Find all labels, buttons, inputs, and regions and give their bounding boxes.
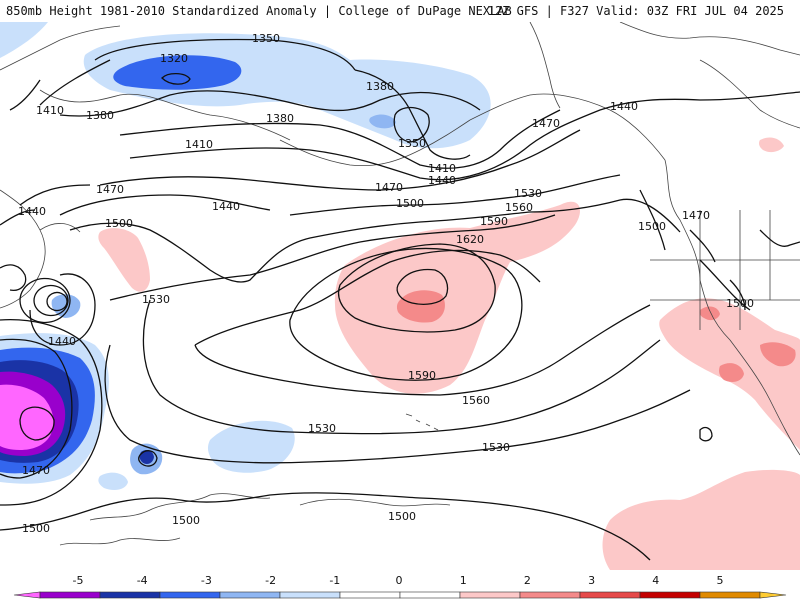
- colorbar-tick-label: -1: [329, 574, 340, 587]
- contour-label: 1440: [48, 335, 76, 348]
- colorbar-arrow-right: [759, 591, 787, 599]
- positive-anomaly-shading: [98, 137, 800, 570]
- contour-label: 1350: [398, 137, 426, 150]
- contour-label: 1470: [22, 464, 50, 477]
- colorbar-cell: [639, 591, 701, 599]
- colorbar-cell: [699, 591, 761, 599]
- contour-label: 1470: [96, 183, 124, 196]
- contour-label: 1410: [428, 162, 456, 175]
- contour-label: 1350: [252, 32, 280, 45]
- colorbar-cell: [399, 591, 461, 599]
- contour-label: 1530: [308, 422, 336, 435]
- contour-label: 1500: [638, 220, 666, 233]
- colorbar-tick-label: 5: [717, 574, 724, 587]
- colorbar-tick-label: 1: [460, 574, 467, 587]
- contour-label: 1410: [185, 138, 213, 151]
- colorbar-tick-label: -4: [137, 574, 148, 587]
- colorbar-cell: [339, 591, 401, 599]
- colorbar-graphic: -5 -4 -3 -2 -1 0 1 2 3 4 5: [13, 574, 787, 599]
- colorbar-cell: [279, 591, 341, 599]
- colorbar-cell: [459, 591, 521, 599]
- colorbar-tick-label: 0: [396, 574, 403, 587]
- contour-labels: 1350 1320 1380 1410 1380 1380 1350 1410 …: [18, 32, 754, 535]
- contour-label: 1500: [105, 217, 133, 230]
- contour-label: 1590: [480, 215, 508, 228]
- contour-label: 1530: [482, 441, 510, 454]
- colorbar-tick-label: -2: [265, 574, 276, 587]
- contour-label: 1440: [18, 205, 46, 218]
- contour-label: 1620: [456, 233, 484, 246]
- colorbar-cell: [159, 591, 221, 599]
- colorbar-cell: [519, 591, 581, 599]
- contour-label: 1500: [22, 522, 50, 535]
- map-title: 850mb Height 1981-2010 Standardized Anom…: [6, 4, 512, 18]
- map-header: 850mb Height 1981-2010 Standardized Anom…: [0, 0, 800, 22]
- map-canvas: 1350 1320 1380 1410 1380 1380 1350 1410 …: [0, 22, 800, 570]
- contour-label: 1380: [366, 80, 394, 93]
- colorbar-cell: [219, 591, 281, 599]
- contour-label: 1590: [408, 369, 436, 382]
- height-anomaly-map: 1350 1320 1380 1410 1380 1380 1350 1410 …: [0, 22, 800, 570]
- contour-label: 1500: [388, 510, 416, 523]
- colorbar-cell: [39, 591, 101, 599]
- contour-label: 1560: [505, 201, 533, 214]
- contour-label: 1410: [36, 104, 64, 117]
- anomaly-colorbar: -5 -4 -3 -2 -1 0 1 2 3 4 5: [0, 570, 800, 600]
- contour-label: 1470: [532, 117, 560, 130]
- contour-label: 1440: [212, 200, 240, 213]
- contour-label: 1320: [160, 52, 188, 65]
- colorbar-tick-label: 2: [524, 574, 531, 587]
- contour-label: 1500: [172, 514, 200, 527]
- contour-label: 1530: [514, 187, 542, 200]
- height-contours: [0, 38, 800, 561]
- coastlines: [0, 22, 800, 546]
- contour-label: 1560: [462, 394, 490, 407]
- contour-label: 1380: [266, 112, 294, 125]
- model-valid-time: 12Z GFS | F327 Valid: 03Z FRI JUL 04 202…: [487, 4, 784, 18]
- negative-anomaly-shading: [0, 22, 491, 490]
- contour-label: 1470: [375, 181, 403, 194]
- contour-label: 1530: [142, 293, 170, 306]
- contour-label: 1440: [428, 174, 456, 187]
- contour-label: 1470: [682, 209, 710, 222]
- colorbar-tick-label: 3: [588, 574, 595, 587]
- colorbar-tick-label: -5: [73, 574, 84, 587]
- colorbar-cell: [99, 591, 161, 599]
- contour-label: 1440: [610, 100, 638, 113]
- contour-label: 1500: [396, 197, 424, 210]
- colorbar-tick-label: 4: [652, 574, 659, 587]
- contour-label: 1380: [86, 109, 114, 122]
- colorbar-arrow-left: [13, 591, 41, 599]
- colorbar-cell: [579, 591, 641, 599]
- colorbar-tick-label: -3: [201, 574, 212, 587]
- contour-label: 1500: [726, 297, 754, 310]
